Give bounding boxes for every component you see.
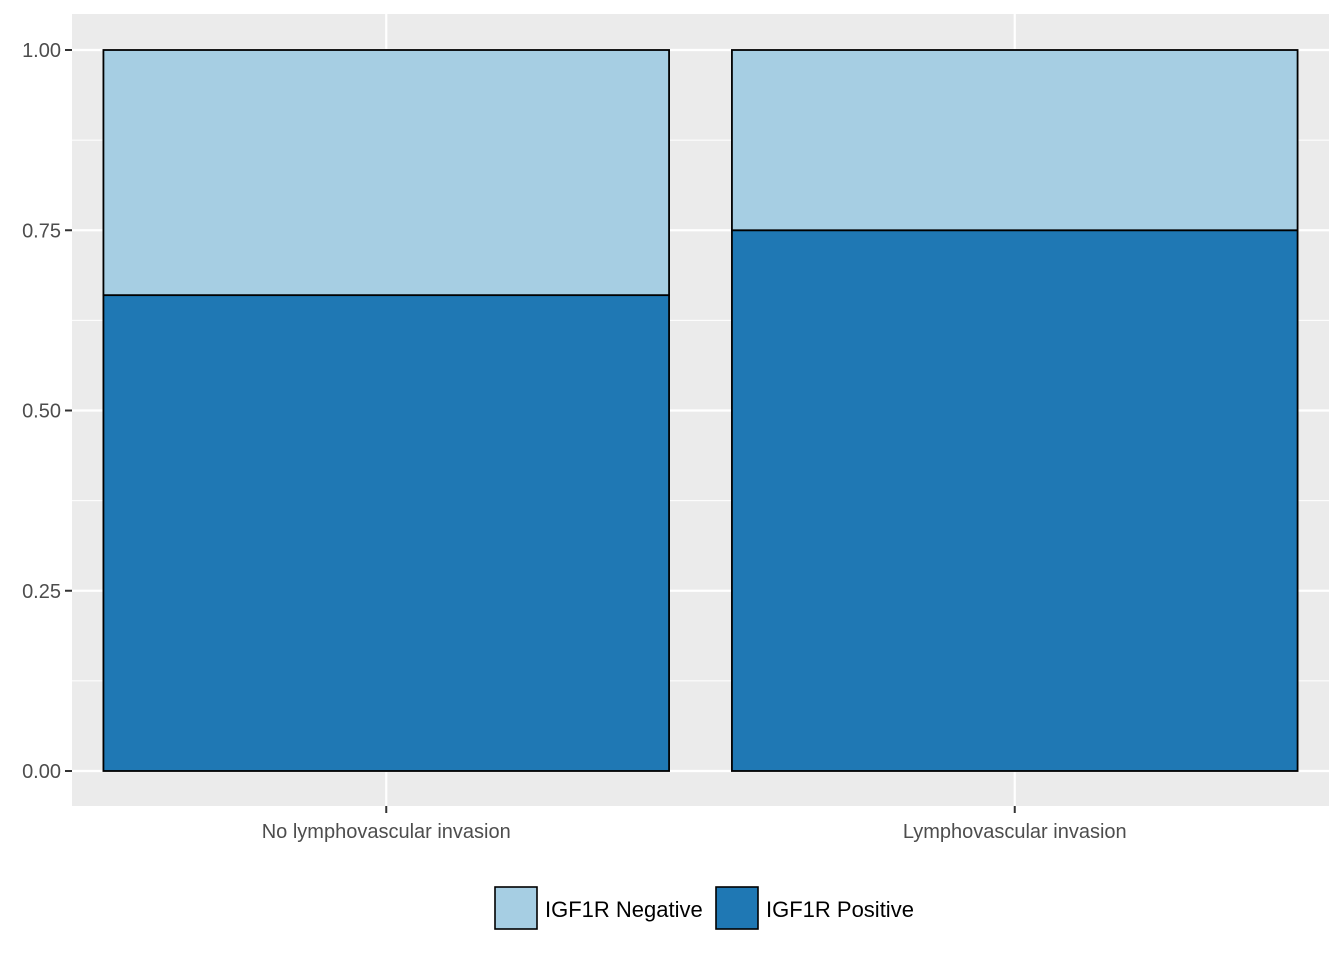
x-tick-label-no-lymphovascular-invasion: No lymphovascular invasion <box>262 821 511 843</box>
legend: IGF1R Negative IGF1R Positive <box>494 886 914 930</box>
y-tick-label: 0.00 <box>22 761 61 783</box>
bar-igf1r-negative-lymphovascular-invasion <box>731 49 1299 232</box>
y-tick-label: 0.50 <box>22 401 61 423</box>
y-tick-label: 0.25 <box>22 581 61 603</box>
y-tick-label: 1.00 <box>22 40 61 62</box>
bars <box>102 49 1299 772</box>
y-axis: 0.00 0.25 0.50 0.75 1.00 <box>22 40 72 783</box>
bar-igf1r-positive-no-lymphovascular-invasion <box>102 294 670 772</box>
y-tick-label: 0.75 <box>22 220 61 242</box>
legend-key-igf1r-negative <box>494 886 538 930</box>
legend-label-igf1r-negative: IGF1R Negative <box>545 897 703 922</box>
bar-igf1r-positive-lymphovascular-invasion <box>731 229 1299 772</box>
legend-key-igf1r-positive <box>715 886 759 930</box>
legend-label-igf1r-positive: IGF1R Positive <box>766 897 914 922</box>
bar-igf1r-negative-no-lymphovascular-invasion <box>102 49 670 297</box>
x-tick-label-lymphovascular-invasion: Lymphovascular invasion <box>903 821 1127 843</box>
x-axis: No lymphovascular invasion Lymphovascular… <box>262 806 1127 843</box>
